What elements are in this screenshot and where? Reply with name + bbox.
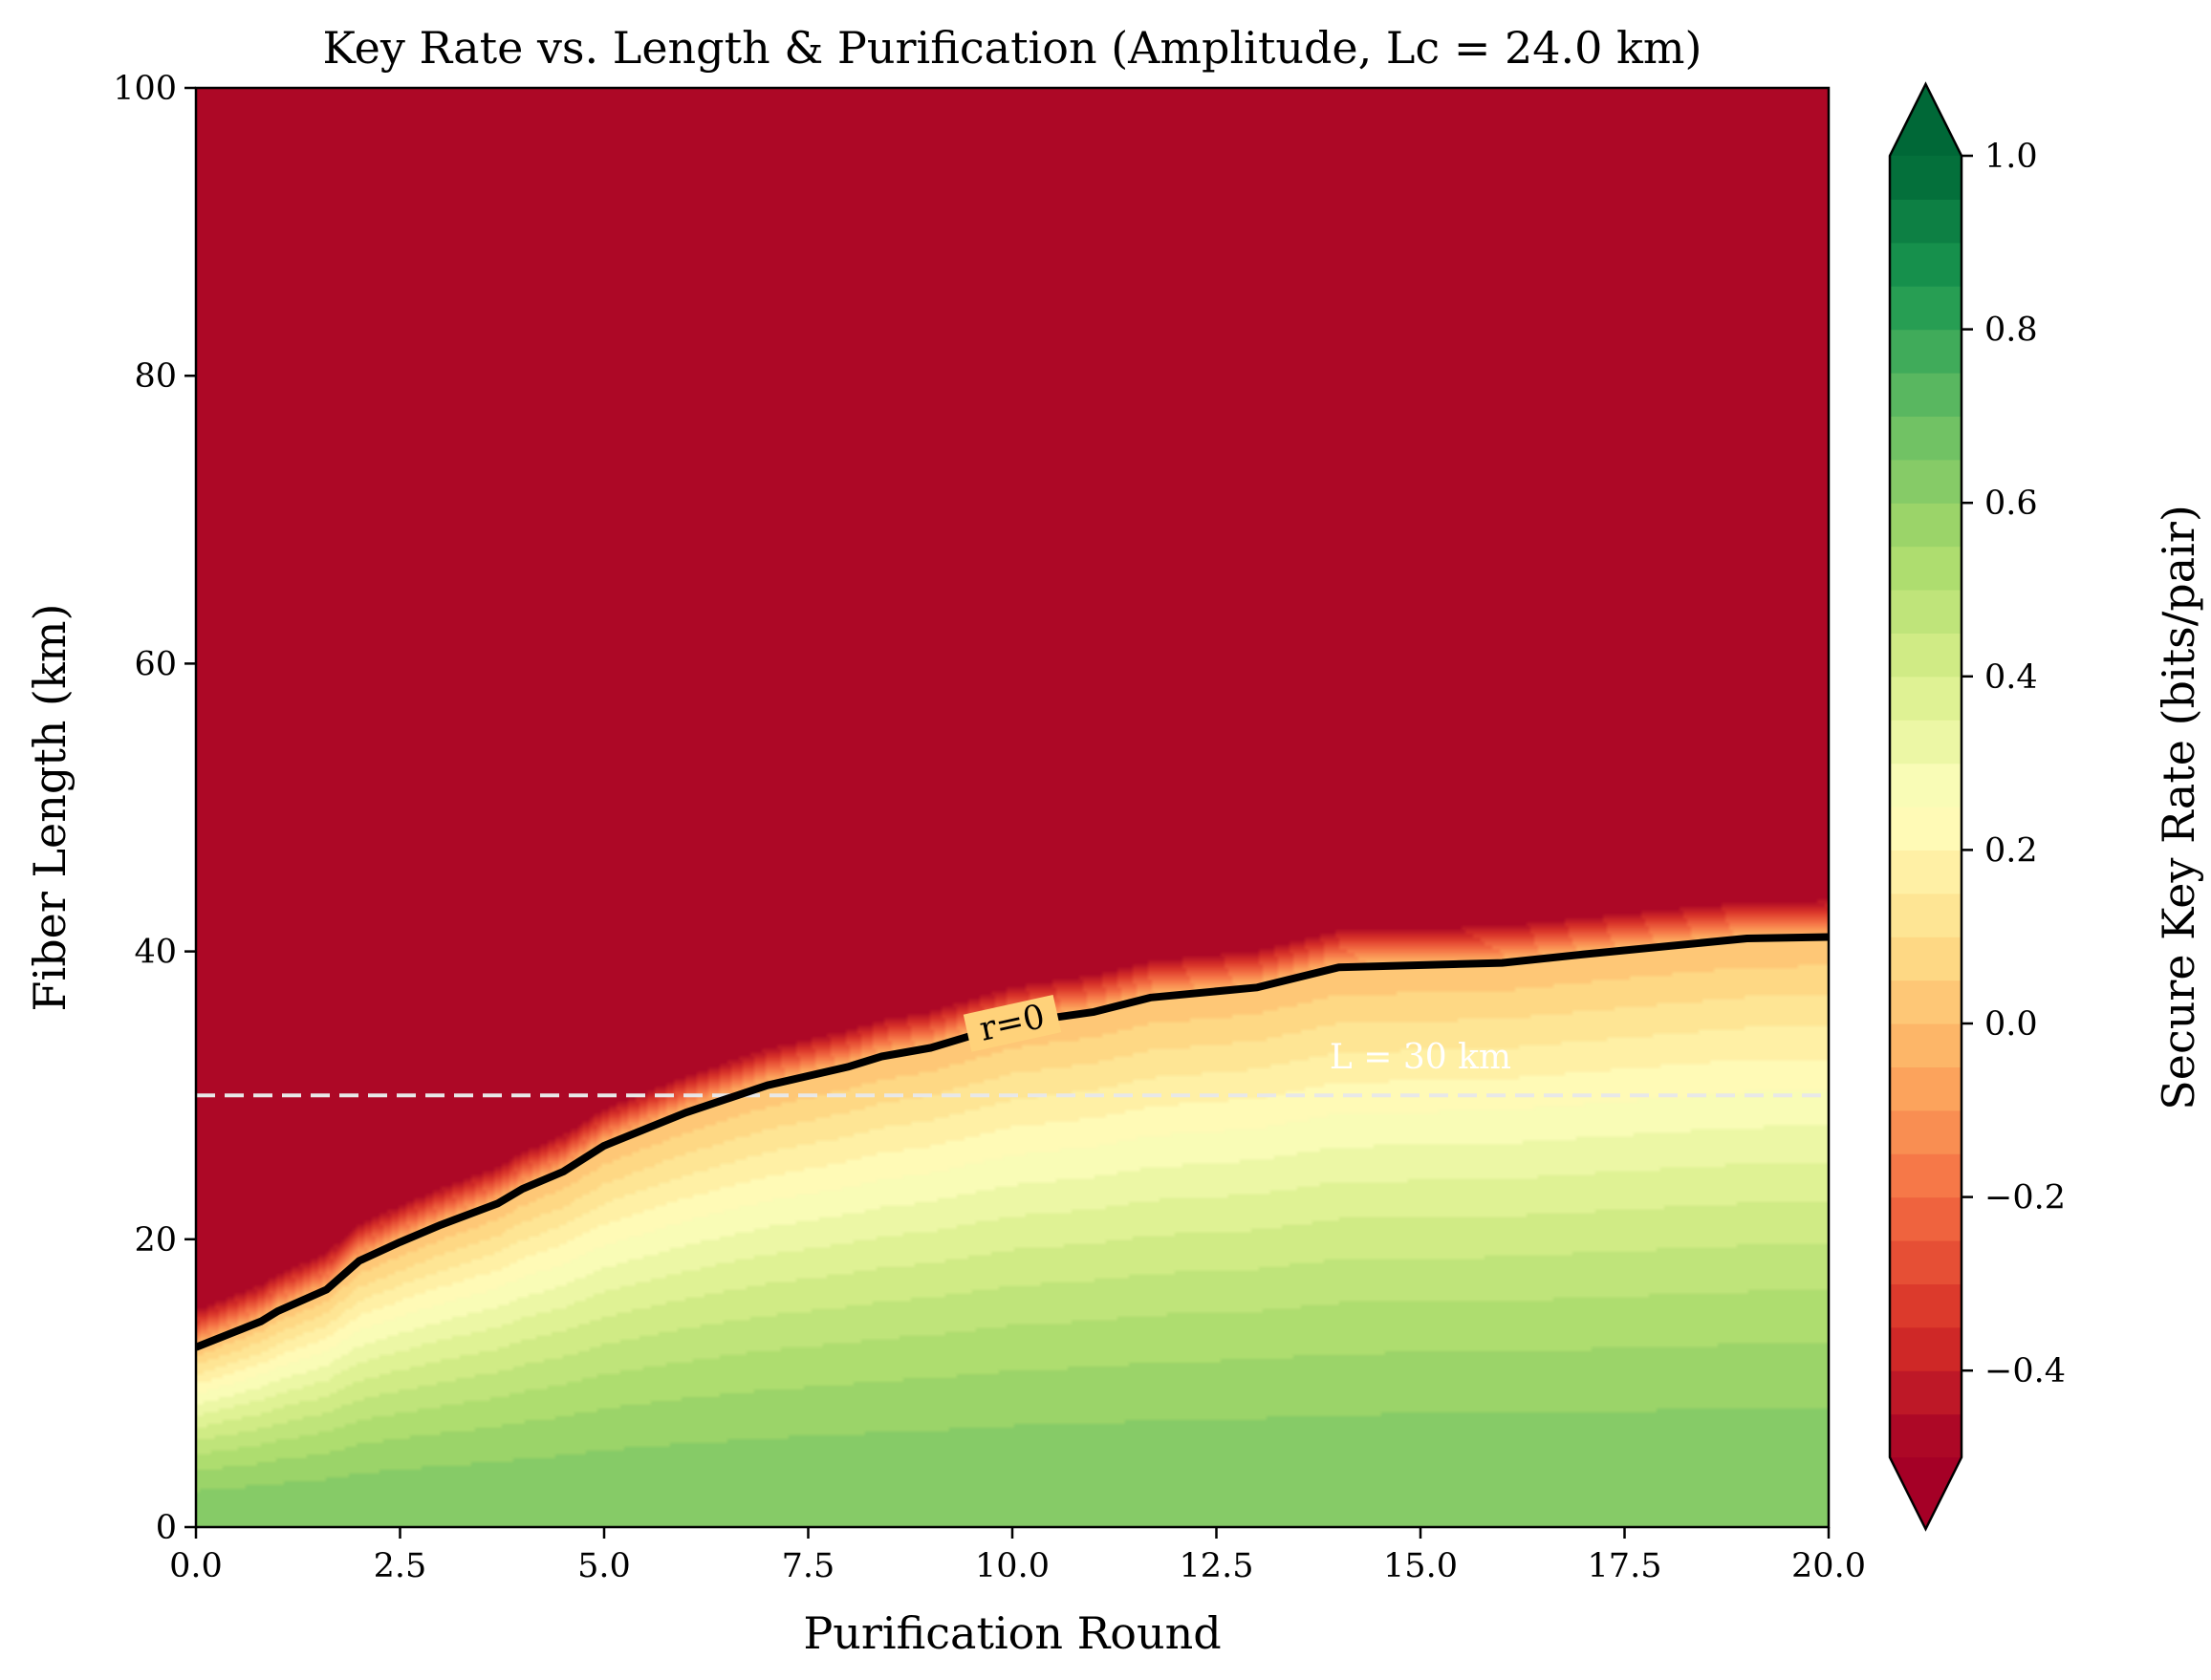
y-tick-label: 100 (113, 70, 177, 108)
x-tick-label: 7.5 (782, 1547, 835, 1585)
colorbar-band (1890, 1413, 1962, 1458)
y-tick-label: 80 (134, 357, 177, 396)
y-tick-label: 60 (134, 645, 177, 683)
x-axis: 0.0 2.5 5.0 7.5 10.0 12.5 15.0 17.5 20.0 (169, 1527, 1866, 1585)
x-tick-label: 0.0 (169, 1547, 223, 1585)
colorbar-band (1890, 1023, 1962, 1067)
colorbar-band (1890, 590, 1962, 634)
x-tick-label: 17.5 (1588, 1547, 1662, 1585)
colorbar-band (1890, 1196, 1962, 1241)
colorbar-band (1890, 676, 1962, 721)
colorbar-extend-bottom (1890, 1457, 1962, 1529)
colorbar-band (1890, 199, 1962, 244)
colorbar-tick-label: −0.4 (1984, 1352, 2066, 1390)
y-tick-label: 0 (156, 1509, 177, 1547)
x-tick-label: 2.5 (374, 1547, 427, 1585)
colorbar-tick-label: 1.0 (1984, 138, 2038, 176)
colorbar-band (1890, 980, 1962, 1024)
reference-line-label: L = 30 km (1330, 1038, 1511, 1077)
x-tick-label: 5.0 (577, 1547, 631, 1585)
colorbar-band (1890, 373, 1962, 417)
x-tick-label: 20.0 (1791, 1547, 1866, 1585)
colorbar-extend-top (1890, 84, 1962, 156)
colorbar-band (1890, 459, 1962, 504)
colorbar-ticks: −0.4 −0.2 0.0 0.2 0.4 0.6 0.8 1.0 (1962, 138, 2066, 1390)
colorbar-band (1890, 156, 1962, 200)
x-axis-label: Purification Round (803, 1607, 1221, 1659)
colorbar-label: Secure Key Rate (bits/pair) (2153, 505, 2204, 1110)
colorbar-band (1890, 242, 1962, 287)
heatmap-field (196, 88, 1829, 1527)
x-tick-label: 15.0 (1383, 1547, 1458, 1585)
x-tick-label: 10.0 (975, 1547, 1050, 1585)
contour-label-gap (963, 995, 1062, 1052)
colorbar-band (1890, 807, 1962, 851)
colorbar-tick-label: 0.0 (1984, 1005, 2038, 1044)
colorbar-band (1890, 1370, 1962, 1415)
colorbar-tick-label: 0.6 (1984, 485, 2038, 523)
colorbar-tick-label: 0.8 (1984, 312, 2038, 350)
colorbar-band (1890, 503, 1962, 548)
colorbar-tick-label: 0.4 (1984, 658, 2038, 697)
y-tick-label: 40 (134, 934, 177, 972)
colorbar-band (1890, 416, 1962, 461)
colorbar-band (1890, 329, 1962, 374)
colorbar-bands (1890, 156, 1962, 1458)
colorbar-band (1890, 937, 1962, 981)
colorbar-band (1890, 1153, 1962, 1198)
colorbar-band (1890, 763, 1962, 808)
x-tick-label: 12.5 (1180, 1547, 1254, 1585)
colorbar-band (1890, 286, 1962, 331)
colorbar-band (1890, 1240, 1962, 1284)
plot-area: r=0 L = 30 km (194, 86, 1831, 1529)
colorbar-band (1890, 850, 1962, 894)
colorbar-band (1890, 1326, 1962, 1371)
colorbar-band (1890, 633, 1962, 678)
colorbar-tick-label: −0.2 (1984, 1179, 2066, 1217)
y-tick-label: 20 (134, 1221, 177, 1260)
zero-contour-line (196, 933, 1829, 1351)
y-axis-label: Fiber Length (km) (24, 604, 76, 1012)
chart-title: Key Rate vs. Length & Purification (Ampl… (323, 22, 1702, 74)
colorbar-band (1890, 1066, 1962, 1111)
colorbar-band (1890, 720, 1962, 765)
colorbar: −0.4 −0.2 0.0 0.2 0.4 0.6 0.8 1.0 Secure Key Ra… (1888, 81, 2204, 1532)
colorbar-band (1890, 1283, 1962, 1328)
colorbar-band (1890, 546, 1962, 591)
y-axis: 0 20 40 60 80 100 (113, 70, 196, 1547)
colorbar-band (1890, 893, 1962, 937)
colorbar-band (1890, 1109, 1962, 1154)
colorbar-tick-label: 0.2 (1984, 831, 2038, 870)
